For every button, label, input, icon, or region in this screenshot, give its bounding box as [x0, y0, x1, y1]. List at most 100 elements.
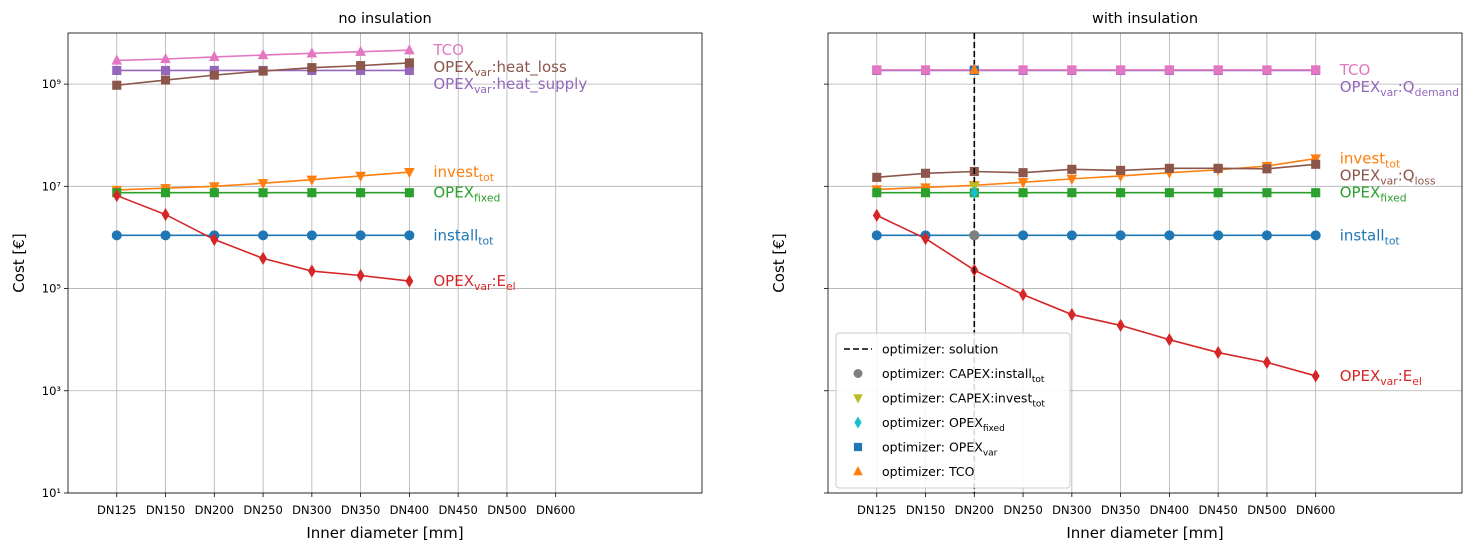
series-label: OPEXfixed: [433, 184, 500, 205]
x-tick-label: DN250: [1003, 503, 1042, 517]
legend-label: optimizer: CAPEX:installtot: [882, 366, 1045, 385]
marker: [160, 188, 171, 198]
text-part: optimizer: OPEX: [882, 440, 983, 455]
subscript: var: [1380, 86, 1398, 99]
text-part: :heat_supply: [491, 75, 587, 94]
marker: [1116, 165, 1126, 175]
x-axis-label: Inner diameter [mm]: [1066, 524, 1223, 542]
marker: [1310, 154, 1322, 165]
marker: [209, 188, 219, 198]
marker: [1213, 230, 1224, 241]
marker: [1310, 230, 1321, 241]
marker: [112, 65, 122, 76]
x-tick-label: DN250: [243, 503, 282, 517]
y-tick-label: 10³: [42, 384, 62, 398]
marker: [1018, 188, 1028, 198]
marker: [404, 44, 415, 55]
text-part: OPEX: [433, 75, 474, 93]
marker: [871, 230, 882, 241]
marker: [920, 183, 931, 194]
marker: [1213, 65, 1223, 75]
text-part: invest: [1340, 150, 1386, 168]
marker: [1262, 188, 1272, 198]
marker: [853, 394, 863, 404]
subscript: var: [1380, 175, 1398, 188]
marker: [1018, 230, 1029, 241]
x-tick-label: DN400: [390, 503, 429, 517]
marker: [920, 168, 931, 178]
marker: [306, 47, 318, 58]
series-line: [876, 214, 1316, 377]
marker: [872, 188, 882, 198]
text-part: TCO: [1339, 61, 1371, 79]
x-tick-label: DN350: [1101, 503, 1140, 517]
text-part: OPEX: [433, 272, 474, 290]
y-tick-label: 10⁷: [42, 179, 62, 193]
text-part: :E: [491, 272, 506, 290]
marker: [853, 442, 863, 452]
legend-label: optimizer: OPEXfixed: [882, 415, 1005, 434]
subscript: fixed: [474, 192, 500, 205]
marker: [1311, 369, 1320, 383]
legend-frame: [835, 332, 1071, 489]
series-label: investtot: [1340, 150, 1401, 171]
text-part: :Q: [1398, 167, 1415, 185]
marker: [872, 172, 882, 182]
legend-label: optimizer: solution: [882, 342, 998, 357]
series-line: [876, 163, 1316, 179]
text-part: install: [433, 226, 478, 244]
marker: [1067, 65, 1077, 75]
text-part: OPEX: [1340, 167, 1381, 185]
marker: [355, 230, 366, 241]
marker: [1017, 178, 1029, 189]
marker: [161, 207, 170, 222]
subscript: demand: [1415, 86, 1459, 99]
marker: [968, 63, 980, 74]
marker: [210, 232, 219, 247]
x-tick-label: DN200: [195, 503, 234, 517]
y-tick-label: 10¹: [42, 486, 61, 500]
subscript: tot: [1032, 375, 1045, 385]
marker: [872, 208, 881, 222]
marker: [920, 188, 931, 198]
marker: [404, 58, 414, 68]
marker: [1164, 188, 1174, 198]
marker: [969, 230, 980, 241]
marker: [1311, 159, 1321, 169]
x-tick-label: DN200: [955, 503, 994, 517]
marker: [1311, 65, 1321, 75]
subplot: 10¹ 10³ 10⁵ 10⁷ 10⁹ DN125 DN150 DN200 DN250 DN300…: [10, 11, 703, 542]
subplot-title: with insulation: [1092, 11, 1198, 27]
marker: [258, 230, 269, 241]
marker: [853, 369, 863, 378]
marker: [1116, 65, 1126, 75]
text-part: OPEX: [1340, 184, 1381, 202]
series-label: installtot: [1340, 226, 1400, 247]
subscript: var: [474, 66, 492, 79]
series-label: OPEXvar:Qdemand: [1340, 78, 1459, 99]
marker: [356, 268, 365, 283]
marker: [404, 188, 414, 198]
marker: [356, 188, 366, 198]
marker: [1164, 65, 1174, 75]
marker: [1116, 318, 1125, 333]
x-tick-label: DN350: [341, 503, 380, 517]
subscript: var: [983, 449, 998, 459]
marker: [160, 65, 171, 76]
marker: [209, 70, 219, 80]
series-label: OPEXvar:Eel: [1340, 367, 1422, 388]
marker: [1018, 65, 1028, 75]
subscript: el: [506, 280, 516, 293]
marker: [208, 50, 220, 62]
x-tick-label: DN500: [487, 503, 526, 517]
marker: [1213, 163, 1223, 173]
text-part: OPEX: [433, 184, 474, 202]
y-tick-label: 10⁹: [42, 77, 62, 91]
subscript: el: [1412, 375, 1422, 388]
text-part: invest: [433, 163, 479, 181]
marker: [258, 66, 268, 76]
marker: [405, 274, 414, 288]
legend: optimizer: solution optimizer: CAPEX:inst…: [835, 332, 1071, 489]
text-part: :heat_loss: [491, 58, 567, 77]
